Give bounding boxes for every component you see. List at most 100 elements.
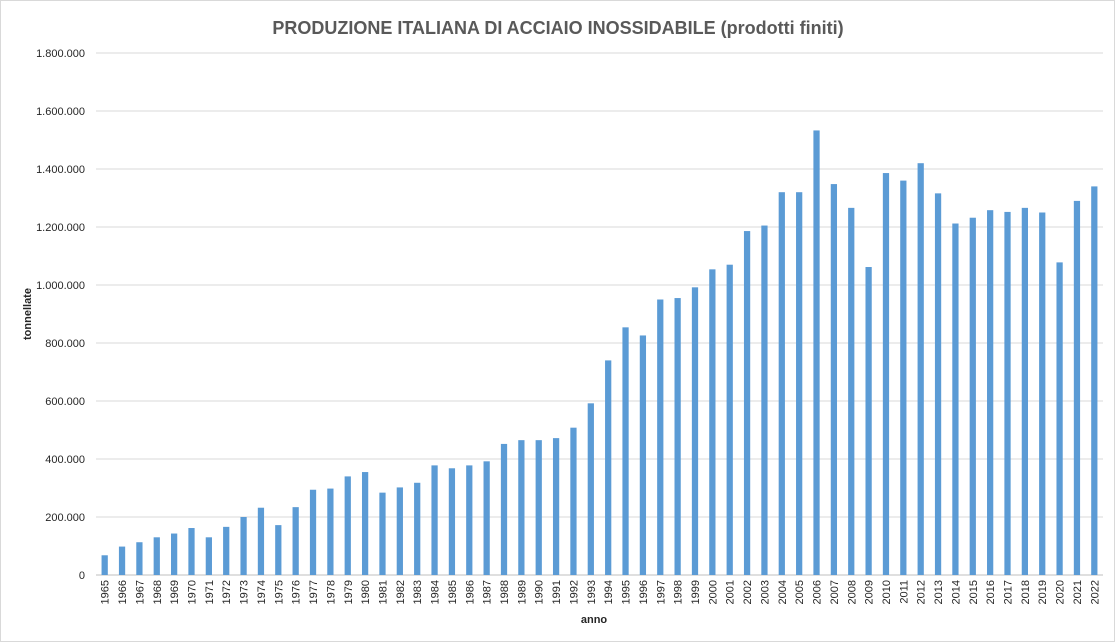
x-tick-label: 2019: [1037, 580, 1049, 604]
bar-2004: [778, 192, 785, 575]
x-axis-title: anno: [581, 614, 608, 626]
bar-2019: [1039, 212, 1046, 575]
y-tick-label: 1.200.000: [36, 222, 85, 234]
bar-2022: [1091, 186, 1098, 575]
bar-2006: [813, 130, 820, 575]
y-tick-label: 1.000.000: [36, 280, 85, 292]
x-tick-label: 2002: [742, 580, 754, 604]
x-tick-label: 1976: [291, 580, 303, 604]
bar-1973: [240, 517, 247, 575]
bar-1971: [205, 537, 212, 575]
y-tick-label: 1.800.000: [36, 48, 85, 60]
x-tick-label: 1969: [169, 580, 181, 604]
bar-2013: [934, 193, 942, 576]
bar-2016: [987, 210, 994, 575]
bar-2015: [969, 217, 976, 575]
bar-1992: [570, 427, 577, 575]
bar-2020: [1056, 262, 1063, 575]
x-tick-label: 1990: [534, 580, 546, 604]
x-tick-label: 2012: [916, 580, 928, 604]
x-tick-label: 1988: [499, 580, 511, 604]
y-tick-label: 600.000: [45, 396, 85, 408]
x-tick-label: 1970: [186, 580, 198, 604]
bar-2018: [1021, 207, 1028, 576]
x-tick-label: 2013: [933, 580, 945, 604]
x-tick-label: 1968: [152, 580, 164, 604]
bar-2009: [865, 267, 872, 575]
x-tick-label: 1981: [377, 580, 389, 604]
x-tick-label: 1985: [447, 580, 459, 604]
x-tick-label: 2009: [864, 580, 876, 604]
bar-1983: [414, 482, 421, 575]
bar-1984: [431, 465, 438, 575]
bar-2007: [830, 184, 838, 575]
x-tick-label: 1975: [273, 580, 285, 604]
x-tick-label: 2005: [794, 580, 806, 604]
bar-2000: [709, 269, 716, 575]
bar-2017: [1004, 211, 1011, 576]
x-tick-label: 1965: [100, 580, 112, 604]
y-tick-label: 1.600.000: [36, 106, 85, 118]
x-tick-label: 2006: [812, 580, 824, 604]
x-tick-label: 2004: [777, 580, 789, 604]
y-tick-label: 800.000: [45, 338, 85, 350]
bar-2011: [900, 180, 907, 575]
x-tick-label: 1996: [638, 580, 650, 604]
bar-1975: [275, 525, 282, 575]
bar-1994: [605, 360, 612, 575]
x-tick-label: 2022: [1089, 580, 1101, 604]
bar-1985: [448, 468, 456, 575]
x-tick-label: 1986: [464, 580, 476, 604]
x-tick-label: 2001: [725, 580, 737, 604]
bar-1999: [691, 287, 699, 575]
bar-1990: [535, 440, 542, 575]
x-tick-label: 1995: [621, 580, 633, 604]
bar-1991: [552, 438, 560, 575]
x-tick-label: 1987: [482, 580, 494, 604]
x-tick-label: 1971: [204, 580, 216, 604]
x-tick-label: 1967: [134, 580, 146, 604]
x-tick-label: 1978: [325, 580, 337, 604]
bar-1979: [344, 476, 351, 575]
gridlines: [96, 52, 1103, 576]
y-tick-label: 400.000: [45, 454, 85, 466]
x-tick-label: 1979: [343, 580, 355, 604]
bar-1965: [101, 555, 108, 575]
bar-2021: [1073, 200, 1081, 575]
x-tick-label: 1984: [430, 580, 442, 604]
bar-1970: [188, 528, 195, 575]
bar-1974: [257, 507, 265, 575]
x-tick-label: 1989: [516, 580, 528, 604]
bar-2003: [761, 225, 768, 576]
x-tick-label: 1974: [256, 580, 268, 604]
bar-1967: [136, 542, 143, 575]
x-tick-label: 1973: [239, 580, 251, 604]
bar-2002: [743, 231, 751, 575]
bar-1982: [396, 487, 403, 575]
x-tick-label: 2003: [759, 580, 771, 604]
bar-1993: [587, 403, 594, 575]
bar-1995: [622, 327, 629, 575]
x-tick-label: 1992: [568, 580, 580, 604]
bar-1987: [483, 461, 490, 575]
bar-2014: [952, 223, 959, 575]
bar-1969: [171, 533, 178, 575]
x-tick-label: 2017: [1003, 580, 1015, 604]
bar-2001: [726, 264, 733, 575]
x-tick-label: 1997: [655, 580, 667, 604]
y-tick-label: 0: [79, 570, 85, 582]
bar-1998: [674, 298, 681, 575]
x-tick-label: 1998: [673, 580, 685, 604]
x-tick-label: 1966: [117, 580, 129, 604]
bar-1988: [500, 443, 508, 575]
bar-2012: [917, 163, 924, 575]
x-tick-label: 2011: [898, 580, 910, 604]
bar-2005: [796, 192, 803, 575]
bar-1978: [327, 488, 334, 575]
x-tick-label: 2021: [1072, 580, 1084, 604]
x-tick-label: 1999: [690, 580, 702, 604]
bar-1972: [223, 526, 230, 575]
x-axis-tick-labels: 1965 1966 1967 1968 1969 1970 1971 1972 1973 1974…: [100, 580, 1102, 604]
